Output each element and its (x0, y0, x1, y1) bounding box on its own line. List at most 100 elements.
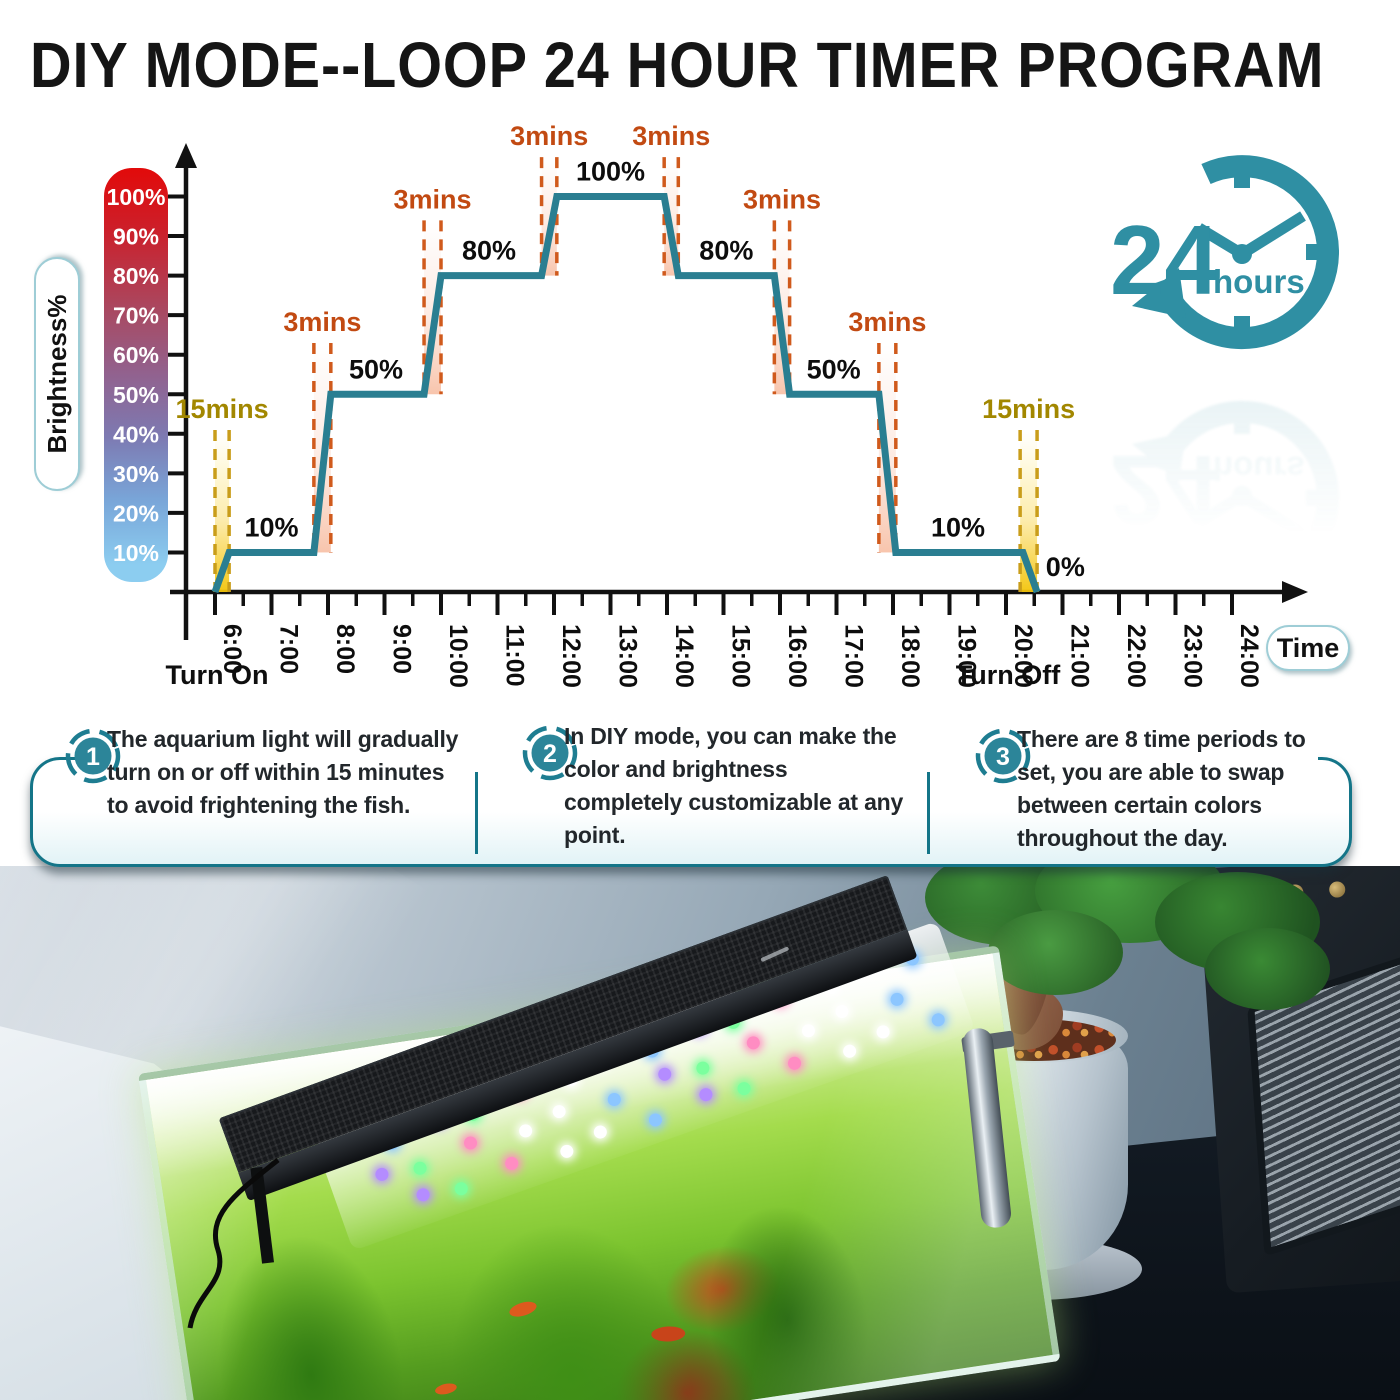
led-dot (745, 1034, 762, 1052)
svg-text:50%: 50% (807, 354, 861, 384)
led-dot (800, 1022, 817, 1040)
svg-text:16:00: 16:00 (783, 624, 811, 688)
svg-text:15mins: 15mins (176, 394, 269, 424)
panel-divider (927, 772, 930, 854)
led-dot (833, 1003, 851, 1020)
svg-text:11:00: 11:00 (501, 624, 529, 687)
svg-text:10%: 10% (244, 512, 298, 542)
led-dot (786, 1054, 803, 1072)
led-dot (414, 1186, 432, 1204)
svg-text:50%: 50% (113, 382, 159, 408)
svg-text:22:00: 22:00 (1122, 624, 1150, 688)
24-number: 24 (1110, 205, 1219, 315)
svg-text:90%: 90% (113, 224, 159, 250)
y-axis-label-wrap: Brightness% (33, 257, 81, 491)
x-axis-label: Time (1266, 625, 1350, 671)
number-badge-2: 2 (522, 725, 578, 781)
svg-text:50%: 50% (349, 354, 403, 384)
page-title: DIY MODE--LOOP 24 HOUR TIMER PROGRAM (30, 29, 1325, 101)
svg-text:3mins: 3mins (510, 121, 588, 151)
svg-text:30%: 30% (113, 461, 159, 487)
led-dot (841, 1042, 858, 1060)
led-dot (605, 1091, 623, 1108)
svg-text:10%: 10% (113, 540, 159, 566)
svg-text:17:00: 17:00 (840, 624, 868, 688)
led-dot (874, 1023, 892, 1041)
product-photo (0, 866, 1400, 1400)
led-dot (550, 1103, 568, 1120)
turn-on-label: Turn On (165, 660, 269, 690)
svg-text:21:00: 21:00 (1066, 624, 1094, 688)
svg-text:80%: 80% (113, 263, 159, 289)
led-dot (411, 1160, 429, 1177)
svg-text:3: 3 (996, 743, 1010, 771)
led-dot (462, 1134, 479, 1152)
svg-text:10%: 10% (931, 512, 985, 542)
clock-loop-icon: 24 hours (1110, 155, 1339, 350)
bonsai-foliage (988, 910, 1123, 995)
power-cord (187, 1158, 280, 1329)
led-dot (592, 1123, 609, 1141)
led-dot (735, 1080, 753, 1097)
turn-off-label: Turn Off (955, 660, 1061, 690)
svg-text:12:00: 12:00 (557, 624, 585, 688)
svg-text:70%: 70% (113, 303, 159, 329)
svg-text:18:00: 18:00 (896, 624, 924, 688)
panel-divider (475, 772, 478, 854)
svg-text:3mins: 3mins (283, 307, 361, 337)
bonsai-foliage (1205, 928, 1330, 1010)
svg-text:6:00: 6:00 (218, 624, 246, 674)
svg-text:3mins: 3mins (743, 184, 821, 214)
y-axis-label: Brightness% (34, 257, 80, 491)
svg-text:24: 24 (1110, 435, 1219, 545)
svg-text:14:00: 14:00 (670, 624, 698, 688)
svg-text:15mins: 15mins (982, 394, 1075, 424)
led-dot (558, 1143, 576, 1160)
svg-text:7:00: 7:00 (275, 624, 303, 674)
led-dot (517, 1122, 534, 1140)
24-hours-icon: 24 hours 24 hours (1082, 142, 1382, 595)
svg-text:hours: hours (1213, 450, 1305, 487)
led-dot (656, 1065, 674, 1083)
svg-text:3mins: 3mins (848, 307, 926, 337)
led-dot (452, 1180, 470, 1198)
svg-text:100%: 100% (576, 157, 645, 187)
led-dot (503, 1155, 521, 1172)
number-badge-3: 3 (975, 728, 1031, 784)
led-dot (647, 1111, 664, 1129)
led-dot (888, 991, 906, 1008)
svg-text:60%: 60% (113, 342, 159, 368)
note-text: In DIY mode, you can make the color and … (564, 723, 904, 848)
svg-text:3mins: 3mins (632, 121, 710, 151)
svg-text:24:00: 24:00 (1235, 624, 1263, 688)
led-dot (929, 1011, 947, 1029)
svg-text:3mins: 3mins (394, 184, 472, 214)
svg-text:9:00: 9:00 (388, 624, 416, 674)
svg-text:40%: 40% (113, 421, 159, 447)
led-dot (694, 1059, 712, 1077)
svg-text:20%: 20% (113, 500, 159, 526)
svg-text:23:00: 23:00 (1179, 624, 1207, 688)
svg-text:80%: 80% (699, 236, 753, 266)
svg-text:10:00: 10:00 (444, 624, 472, 688)
hours-word: hours (1213, 263, 1305, 300)
note-text: There are 8 time periods to set, you are… (1017, 726, 1306, 851)
svg-text:20:00: 20:00 (1009, 624, 1037, 688)
svg-text:2: 2 (543, 740, 557, 768)
led-dot (697, 1086, 715, 1103)
number-badge-1: 1 (65, 728, 121, 784)
svg-text:80%: 80% (462, 236, 516, 266)
speaker-knob (1328, 880, 1346, 899)
clock-loop-icon-reflection: 24 hours (1110, 400, 1339, 595)
svg-text:0%: 0% (1046, 552, 1085, 582)
svg-text:13:00: 13:00 (614, 624, 642, 688)
svg-text:19:00: 19:00 (953, 624, 981, 688)
led-dot (373, 1166, 391, 1183)
svg-text:8:00: 8:00 (331, 624, 359, 674)
svg-text:100%: 100% (107, 184, 166, 210)
note-text: The aquarium light will gradually turn o… (107, 726, 459, 818)
timer-chart: 100% 90% 80% 70% 60% 50% 40% 30% 20% 10% 6:00 7:00 8… (104, 121, 1308, 688)
svg-text:15:00: 15:00 (727, 624, 755, 688)
svg-text:1: 1 (86, 743, 100, 771)
